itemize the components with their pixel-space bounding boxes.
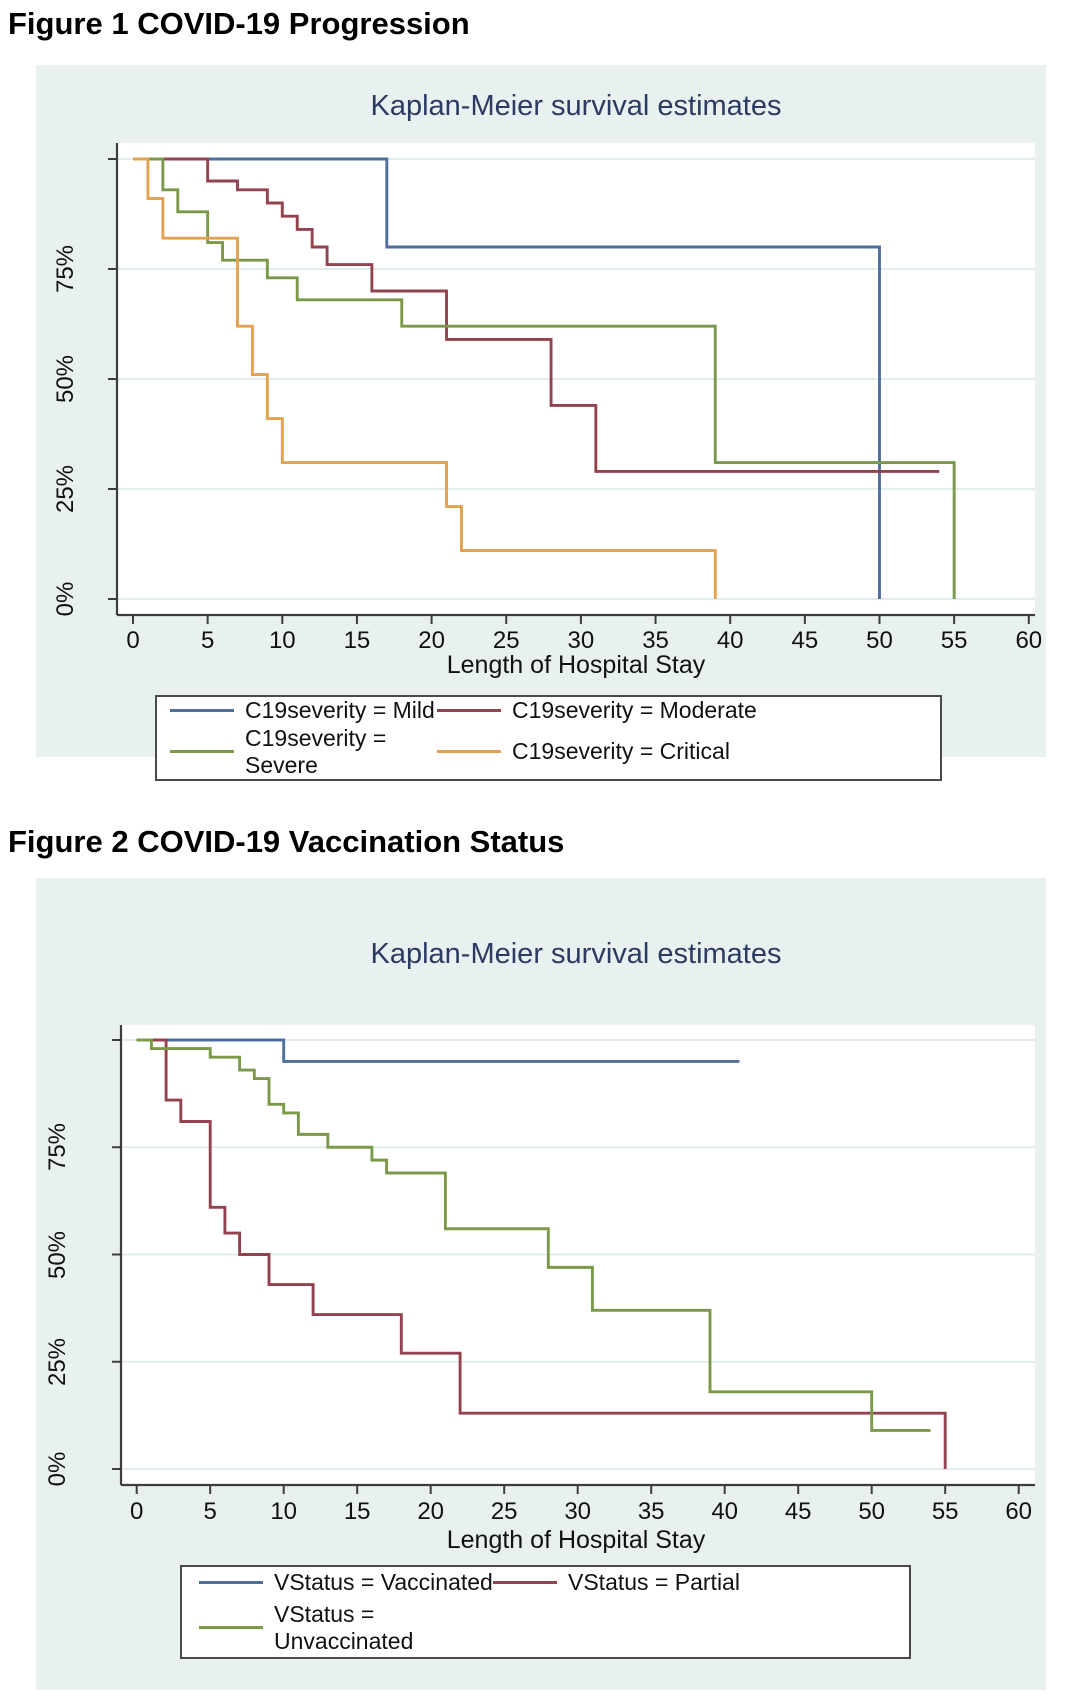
x-tick-label: 30 bbox=[567, 627, 595, 654]
legend-item-severe: C19severity = Severe bbox=[170, 725, 437, 780]
chart-title: Kaplan-Meier survival estimates bbox=[370, 938, 782, 970]
x-tick-label: 45 bbox=[784, 1498, 812, 1525]
y-tick-label: 25% bbox=[52, 464, 79, 514]
figure2-km-plot bbox=[112, 1025, 1035, 1494]
figure2-caption: Figure 2 COVID-19 Vaccination Status bbox=[8, 824, 565, 859]
x-tick-label: 15 bbox=[343, 1498, 371, 1525]
figure2-chart-card: Kaplan-Meier survival estimates Length o… bbox=[36, 878, 1046, 1690]
y-tick-label: 25% bbox=[44, 1337, 71, 1386]
x-tick-label: 40 bbox=[711, 1498, 739, 1525]
chart-title: Kaplan-Meier survival estimates bbox=[370, 90, 782, 122]
x-tick-label: 35 bbox=[642, 627, 669, 654]
x-tick-label: 45 bbox=[791, 627, 819, 654]
legend-line-swatch bbox=[170, 750, 234, 754]
x-axis-title: Length of Hospital Stay bbox=[446, 651, 706, 679]
series-path-0 bbox=[136, 1038, 740, 1063]
series-path-1 bbox=[133, 157, 940, 473]
figure1-km-plot bbox=[108, 143, 1035, 624]
x-tick-label: 25 bbox=[490, 1498, 518, 1525]
x-tick-label: 40 bbox=[716, 627, 744, 654]
legend-label: C19severity = Critical bbox=[512, 738, 730, 765]
figure1-caption: Figure 1 COVID-19 Progression bbox=[8, 6, 470, 41]
legend-item-unvaccinated: VStatus = Unvaccinated bbox=[199, 1599, 493, 1658]
x-tick-label: 0 bbox=[126, 627, 140, 654]
x-tick-label: 55 bbox=[940, 627, 968, 654]
legend-item-partial: VStatus = Partial bbox=[493, 1567, 909, 1599]
x-tick-label: 5 bbox=[200, 627, 215, 654]
legend-item-critical: C19severity = Critical bbox=[437, 725, 940, 780]
legend-line-swatch bbox=[199, 1581, 263, 1585]
x-tick-label: 25 bbox=[492, 627, 520, 654]
y-tick-label: 50% bbox=[52, 354, 79, 404]
x-tick-label: 55 bbox=[931, 1498, 959, 1525]
x-tick-label: 5 bbox=[203, 1498, 217, 1525]
series-path-1 bbox=[136, 1038, 947, 1469]
series-path-0 bbox=[133, 157, 881, 599]
legend-line-swatch bbox=[437, 750, 501, 754]
y-tick-label: 0% bbox=[52, 581, 79, 617]
legend-label: VStatus = Vaccinated bbox=[274, 1569, 493, 1596]
legend-item-moderate: C19severity = Moderate bbox=[437, 697, 940, 725]
series-path-2 bbox=[133, 157, 956, 599]
x-tick-label: 35 bbox=[637, 1498, 665, 1525]
series-path-2 bbox=[136, 1038, 931, 1432]
legend-line-swatch bbox=[199, 1626, 263, 1630]
x-tick-label: 60 bbox=[1005, 1498, 1033, 1525]
legend: VStatus = Vaccinated VStatus = Partial V… bbox=[180, 1565, 911, 1659]
legend-item-mild: C19severity = Mild bbox=[170, 697, 437, 725]
y-tick-label: 0% bbox=[44, 1451, 71, 1487]
y-tick-label: 75% bbox=[52, 244, 79, 294]
x-tick-label: 20 bbox=[418, 627, 445, 654]
legend-item-vaccinated: VStatus = Vaccinated bbox=[199, 1567, 493, 1599]
legend-line-swatch bbox=[493, 1581, 557, 1585]
figure1-chart-card: Kaplan-Meier survival estimates Length o… bbox=[36, 65, 1046, 781]
legend-label: VStatus = Unvaccinated bbox=[274, 1600, 414, 1654]
x-tick-label: 50 bbox=[866, 627, 893, 654]
series-path-3 bbox=[133, 157, 717, 599]
y-tick-label: 75% bbox=[44, 1123, 71, 1172]
x-tick-label: 15 bbox=[343, 627, 371, 654]
legend-label: C19severity = Mild bbox=[245, 697, 435, 724]
legend: C19severity = Mild C19severity = Moderat… bbox=[155, 695, 942, 781]
x-axis-title: Length of Hospital Stay bbox=[446, 1526, 706, 1554]
legend-label: C19severity = Moderate bbox=[512, 697, 757, 724]
x-tick-label: 20 bbox=[417, 1498, 445, 1525]
x-tick-label: 0 bbox=[130, 1498, 144, 1525]
x-tick-label: 50 bbox=[858, 1498, 886, 1525]
y-tick-label: 50% bbox=[44, 1230, 71, 1279]
x-tick-label: 60 bbox=[1015, 627, 1043, 654]
legend-label: VStatus = Partial bbox=[568, 1569, 740, 1596]
legend-label: C19severity = Severe bbox=[245, 724, 387, 778]
legend-line-swatch bbox=[437, 709, 501, 713]
x-tick-label: 10 bbox=[268, 627, 296, 654]
x-tick-label: 30 bbox=[564, 1498, 592, 1525]
legend-line-swatch bbox=[170, 709, 234, 713]
x-tick-label: 10 bbox=[270, 1498, 298, 1525]
